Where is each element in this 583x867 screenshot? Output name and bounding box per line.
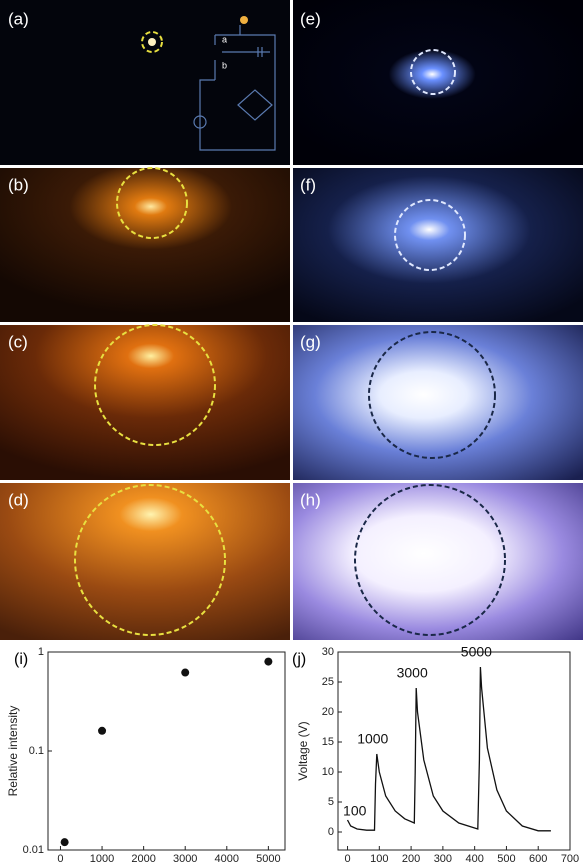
plot-frame bbox=[338, 652, 570, 850]
y-axis-label: Relative intensity bbox=[6, 706, 20, 797]
y-tick-label: 5 bbox=[328, 796, 334, 808]
y-tick-label: 0.01 bbox=[23, 844, 44, 856]
x-tick-label: 500 bbox=[497, 853, 515, 865]
photo bbox=[0, 0, 290, 165]
plot-frame bbox=[48, 652, 285, 850]
y-tick-label: 30 bbox=[322, 646, 334, 658]
page: {"panels": ["(a)", "(b)", "(c)", "(d)", … bbox=[0, 0, 583, 867]
panel-label: (b) bbox=[8, 175, 29, 194]
x-tick-label: 600 bbox=[529, 853, 547, 865]
y-tick-label: 10 bbox=[322, 766, 334, 778]
x-tick-label: 100 bbox=[370, 853, 388, 865]
photo bbox=[293, 168, 583, 322]
photos: a b (a) (b) (c) (d) (e) (f) (g) (h) bbox=[0, 0, 583, 640]
y-tick-label: 0.1 bbox=[29, 745, 44, 757]
x-tick-label: 3000 bbox=[173, 853, 197, 865]
y-tick-label: 15 bbox=[322, 736, 334, 748]
panel-label: (i) bbox=[14, 651, 28, 668]
y-tick-label: 1 bbox=[38, 646, 44, 658]
x-tick-label: 0 bbox=[344, 853, 350, 865]
photo bbox=[293, 483, 583, 640]
panel-label: (j) bbox=[292, 651, 306, 668]
y-tick-label: 25 bbox=[322, 676, 334, 688]
annotation: 100 bbox=[343, 803, 367, 819]
annotation: 1000 bbox=[357, 731, 388, 747]
photo bbox=[293, 0, 583, 165]
circuit-label: b bbox=[222, 60, 227, 70]
point bbox=[61, 838, 69, 846]
figure: a b (a) (b) (c) (d) (e) (f) (g) (h) 0100… bbox=[0, 0, 583, 867]
photo bbox=[0, 325, 290, 480]
x-tick-label: 5000 bbox=[256, 853, 280, 865]
x-tick-label: 2000 bbox=[131, 853, 155, 865]
point bbox=[181, 669, 189, 677]
x-tick-label: 1000 bbox=[90, 853, 114, 865]
x-tick-label: 400 bbox=[465, 853, 483, 865]
panel-label: (g) bbox=[300, 332, 321, 351]
panel-label: (d) bbox=[8, 490, 29, 509]
y-tick-label: 20 bbox=[322, 706, 334, 718]
annotation: 3000 bbox=[397, 665, 428, 681]
x-tick-label: 700 bbox=[561, 853, 579, 865]
x-tick-label: 4000 bbox=[215, 853, 239, 865]
led bbox=[148, 38, 156, 46]
photo bbox=[0, 483, 290, 640]
y-axis-label: Voltage (V) bbox=[296, 721, 310, 780]
panel-label: (a) bbox=[8, 9, 29, 28]
panel-label: (c) bbox=[8, 332, 28, 351]
photo bbox=[0, 168, 290, 322]
x-tick-label: 200 bbox=[402, 853, 420, 865]
circuit-label: a bbox=[222, 34, 227, 44]
point bbox=[264, 658, 272, 666]
point bbox=[98, 727, 106, 735]
x-tick-label: 300 bbox=[434, 853, 452, 865]
y-tick-label: 0 bbox=[328, 826, 334, 838]
panel-label: (e) bbox=[300, 9, 321, 28]
panel-label: (f) bbox=[300, 175, 316, 194]
panel-label: (h) bbox=[300, 490, 321, 509]
annotation: 5000 bbox=[461, 644, 492, 660]
line bbox=[348, 667, 551, 831]
x-tick-label: 0 bbox=[57, 853, 63, 865]
led-symbol bbox=[240, 16, 248, 24]
